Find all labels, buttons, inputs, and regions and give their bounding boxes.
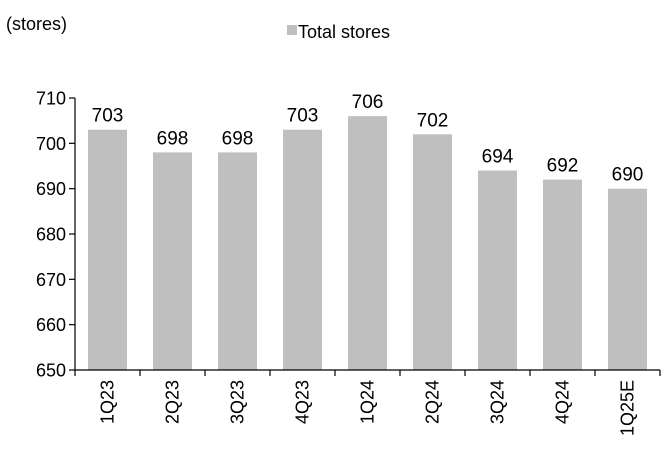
bar-3q23 xyxy=(218,152,257,370)
legend: Total stores xyxy=(287,22,390,42)
bar-4q24 xyxy=(543,179,582,370)
axes-group xyxy=(74,98,661,376)
x-tick-label: 2Q23 xyxy=(163,380,183,424)
y-tick-label: 660 xyxy=(36,315,66,335)
bar-2q24 xyxy=(413,134,452,370)
y-tick-label: 700 xyxy=(36,134,66,154)
bar-1q23 xyxy=(88,129,127,370)
y-tick-label: 670 xyxy=(36,270,66,290)
legend-label: Total stores xyxy=(298,22,390,42)
bar-1q25e xyxy=(608,188,647,370)
y-tick-label: 650 xyxy=(36,361,66,381)
x-tick-label: 1Q25E xyxy=(618,380,638,436)
bar-value-label: 706 xyxy=(352,92,384,113)
bar-1q24 xyxy=(348,116,387,370)
x-tick-label: 4Q24 xyxy=(553,380,573,424)
legend-swatch xyxy=(287,25,297,35)
x-tick-label: 4Q23 xyxy=(293,380,313,424)
data-labels-group: 703 698 698 703 706 702 694 692 690 xyxy=(92,92,644,186)
y-tick-label: 690 xyxy=(36,179,66,199)
y-axis-ticks: 650 660 670 680 690 700 710 xyxy=(36,89,75,381)
bar-2q23 xyxy=(153,152,192,370)
bar-value-label: 703 xyxy=(92,106,124,127)
x-tick-label: 3Q24 xyxy=(488,380,508,424)
y-tick-label: 710 xyxy=(36,89,66,109)
y-tick-label: 680 xyxy=(36,225,66,245)
bars-group xyxy=(88,116,647,370)
bar-value-label: 698 xyxy=(157,128,189,149)
x-tick-label: 1Q24 xyxy=(358,380,378,424)
bar-value-label: 703 xyxy=(287,106,319,127)
y-axis-unit-label: (stores) xyxy=(6,14,67,34)
bar-4q23 xyxy=(283,129,322,370)
bar-value-label: 698 xyxy=(222,128,254,149)
bar-value-label: 702 xyxy=(417,110,449,131)
x-tick-label: 2Q24 xyxy=(423,380,443,424)
bar-value-label: 692 xyxy=(547,156,579,177)
bar-3q24 xyxy=(478,170,517,370)
x-tick-label: 3Q23 xyxy=(228,380,248,424)
bar-value-label: 690 xyxy=(612,165,644,186)
x-axis-labels: 1Q23 2Q23 3Q23 4Q23 1Q24 2Q24 3Q24 4Q24 1Q25E xyxy=(98,380,638,436)
bar-value-label: 694 xyxy=(482,147,514,168)
x-tick-label: 1Q23 xyxy=(98,380,118,424)
